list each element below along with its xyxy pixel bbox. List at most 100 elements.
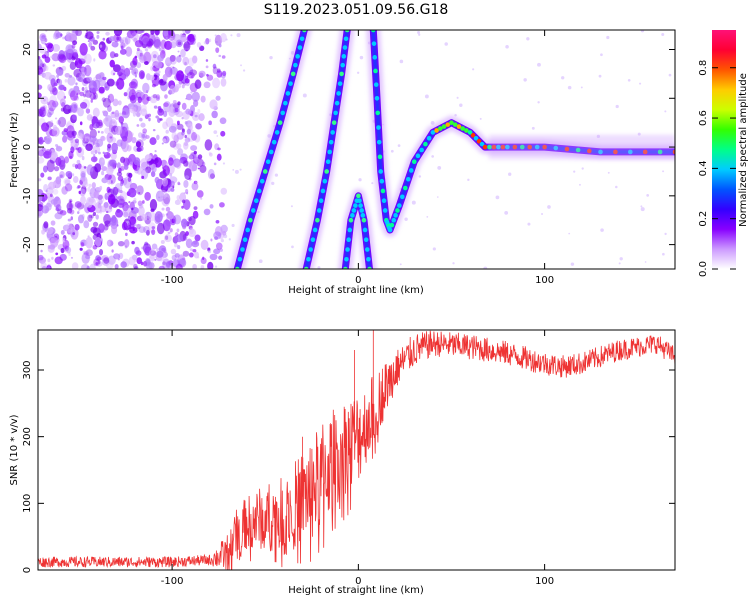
noise-speckle	[201, 161, 206, 167]
noise-speckle	[38, 43, 42, 51]
noise-speckle	[144, 154, 152, 162]
noise-speckle	[131, 67, 139, 76]
noise-speckle	[239, 168, 242, 171]
noise-speckle	[152, 128, 156, 132]
noise-speckle	[69, 200, 72, 203]
noise-speckle	[206, 73, 209, 77]
noise-speckle	[94, 202, 102, 214]
noise-speckle	[128, 172, 133, 179]
noise-speckle	[129, 132, 134, 137]
track-sample	[237, 256, 243, 262]
noise-speckle	[430, 120, 435, 125]
noise-speckle	[99, 185, 103, 191]
noise-speckle	[143, 225, 150, 234]
x-tick-label: 100	[535, 275, 554, 286]
noise-speckle	[161, 247, 166, 252]
noise-speckle	[152, 94, 158, 99]
noise-speckle	[38, 145, 42, 156]
noise-speckle	[114, 53, 119, 58]
noise-speckle	[106, 186, 111, 194]
noise-speckle	[53, 104, 58, 108]
noise-speckle	[156, 134, 160, 141]
noise-speckle	[85, 90, 92, 98]
noise-speckle	[129, 67, 133, 71]
noise-speckle	[142, 200, 145, 204]
noise-speckle	[136, 167, 140, 171]
noise-speckle	[65, 222, 73, 234]
noise-speckle	[173, 33, 182, 43]
track-sample	[316, 208, 322, 213]
noise-speckle	[86, 76, 93, 82]
noise-speckle	[62, 237, 66, 243]
noise-speckle	[72, 51, 79, 58]
track-sample	[359, 208, 365, 213]
track-sample	[389, 222, 395, 228]
noise-speckle	[154, 61, 163, 69]
noise-speckle	[104, 86, 108, 89]
noise-speckle	[120, 122, 124, 125]
noise-speckle	[124, 35, 131, 45]
noise-speckle	[151, 229, 156, 235]
noise-speckle	[83, 220, 90, 229]
noise-speckle	[197, 167, 200, 170]
noise-speckle	[89, 167, 94, 172]
noise-speckle	[72, 232, 76, 236]
noise-speckle	[84, 86, 88, 90]
noise-speckle	[55, 145, 63, 152]
noise-speckle	[142, 37, 150, 46]
noise-speckle	[113, 34, 121, 43]
noise-speckle	[216, 135, 219, 137]
noise-speckle	[120, 165, 125, 171]
noise-speckle	[131, 240, 135, 245]
spectrogram-tracks	[230, 30, 675, 269]
y-tick-label: 20	[22, 43, 33, 56]
track-sample	[476, 138, 482, 144]
noise-speckle	[200, 257, 207, 265]
track-sample	[242, 237, 248, 243]
noise-speckle	[359, 55, 364, 60]
noise-speckle	[561, 76, 565, 80]
noise-speckle	[161, 196, 170, 207]
noise-speckle	[93, 123, 99, 128]
noise-speckle	[40, 261, 48, 269]
noise-speckle	[56, 209, 64, 215]
noise-speckle	[196, 42, 202, 48]
noise-speckle	[163, 193, 171, 205]
noise-speckle	[181, 84, 185, 89]
noise-speckle	[107, 93, 115, 103]
noise-speckle	[141, 35, 150, 45]
noise-speckle	[209, 253, 218, 261]
track-sample	[356, 193, 361, 199]
noise-speckle	[454, 114, 457, 117]
noise-speckle	[169, 173, 173, 177]
snr-frame	[37, 329, 676, 571]
noise-speckle	[77, 211, 80, 214]
track-sample	[283, 100, 288, 106]
noise-speckle	[137, 96, 143, 104]
noise-speckle	[146, 40, 153, 49]
noise-speckle	[109, 205, 113, 210]
snr-y-axis-title: SNR (10 * v/v)	[9, 414, 20, 485]
track-sample	[482, 144, 488, 150]
noise-speckle	[38, 84, 43, 90]
noise-speckle	[192, 55, 198, 64]
noise-speckle	[169, 54, 178, 65]
noise-speckle	[43, 150, 52, 159]
noise-speckle	[47, 176, 52, 181]
noise-speckle	[242, 69, 246, 72]
noise-speckle	[508, 172, 512, 176]
noise-speckle	[154, 158, 159, 164]
colorbar-tick-label: 0.8	[698, 60, 709, 76]
noise-speckle	[149, 95, 158, 104]
track-sample	[376, 125, 381, 130]
noise-speckle	[51, 43, 61, 52]
noise-speckle	[220, 33, 227, 43]
noise-speckle	[222, 162, 226, 165]
noise-speckle	[40, 249, 43, 253]
noise-speckle	[165, 261, 174, 269]
noise-speckle	[271, 181, 275, 185]
noise-speckle	[195, 123, 202, 130]
noise-speckle	[171, 131, 177, 140]
noise-speckle	[161, 142, 164, 145]
noise-speckle	[121, 107, 130, 119]
